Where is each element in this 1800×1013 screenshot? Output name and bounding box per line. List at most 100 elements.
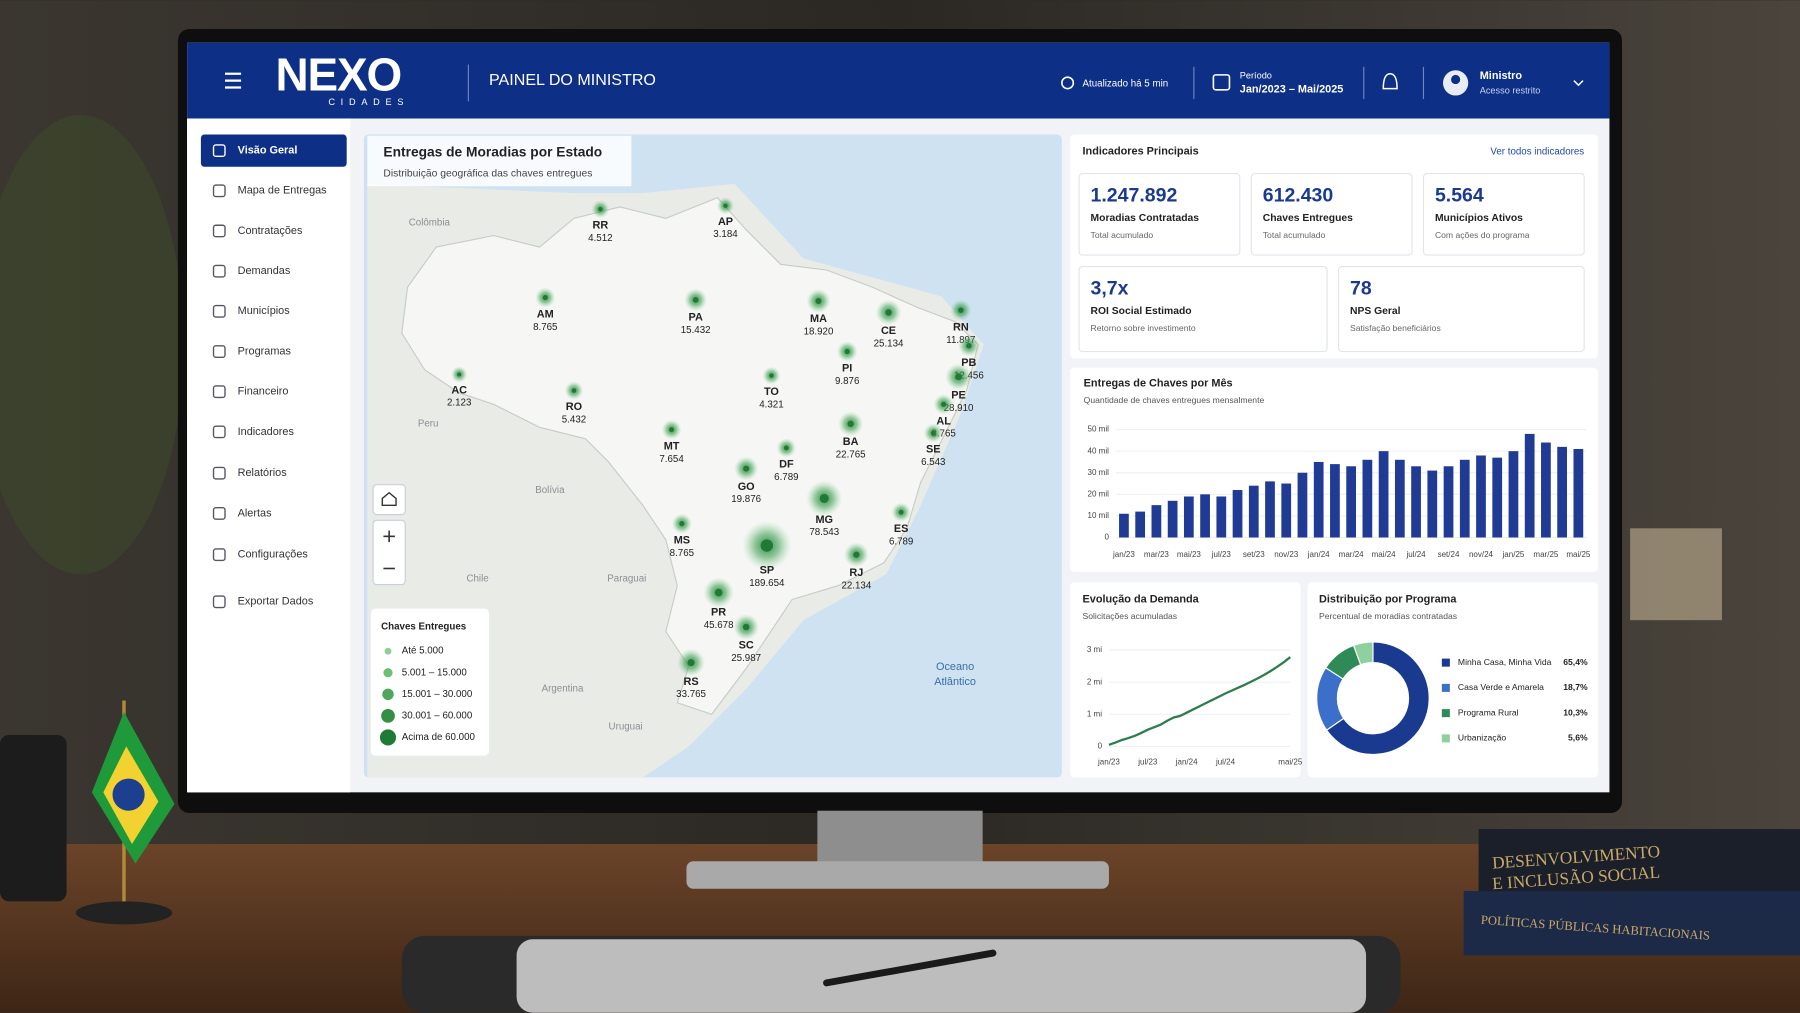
nav-item[interactable]: Demandas — [238, 265, 291, 277]
state-marker[interactable] — [815, 297, 822, 305]
state-marker[interactable] — [769, 373, 774, 378]
state-value: 15.432 — [681, 325, 711, 336]
bar[interactable] — [1200, 494, 1210, 538]
bar[interactable] — [1135, 511, 1146, 538]
bar[interactable] — [1346, 466, 1357, 538]
bar[interactable] — [1378, 451, 1389, 538]
bar[interactable] — [1541, 442, 1551, 538]
state-code: SE — [926, 444, 941, 456]
bar[interactable] — [1151, 505, 1162, 538]
state-marker[interactable] — [598, 206, 603, 212]
state-marker[interactable] — [844, 348, 850, 355]
state-marker[interactable] — [853, 551, 860, 558]
bar[interactable] — [1459, 459, 1470, 538]
state-marker[interactable] — [955, 373, 962, 381]
bar[interactable] — [1330, 464, 1340, 538]
state-marker[interactable] — [687, 659, 695, 667]
nav-item[interactable]: Financeiro — [238, 386, 289, 398]
y-tick-label: 30 mil — [1088, 468, 1110, 477]
bar[interactable] — [1281, 483, 1292, 538]
calendar-icon[interactable] — [1212, 74, 1231, 91]
refresh-icon[interactable] — [1061, 76, 1075, 90]
user-menu-chevron[interactable] — [1573, 80, 1584, 87]
kpi-link[interactable]: Ver todos indicadores — [1490, 146, 1584, 157]
bar[interactable] — [1183, 496, 1194, 538]
country-label: Chile — [466, 573, 488, 584]
nav-item[interactable]: Mapa de Entregas — [238, 185, 328, 197]
bar[interactable] — [1476, 455, 1486, 538]
zoom-in[interactable] — [383, 530, 395, 543]
state-marker[interactable] — [742, 623, 750, 631]
donut-slice[interactable] — [1352, 641, 1374, 666]
bar[interactable] — [1524, 433, 1535, 538]
bar[interactable] — [1411, 466, 1421, 538]
state-marker[interactable] — [669, 427, 675, 433]
state-marker[interactable] — [885, 309, 892, 316]
update-status: Atualizado há 5 min — [1083, 79, 1169, 90]
state-marker[interactable] — [930, 430, 936, 436]
bar[interactable] — [1265, 481, 1275, 538]
state-marker[interactable] — [966, 343, 972, 349]
state-marker[interactable] — [679, 521, 685, 527]
state-value: 6.543 — [921, 457, 945, 468]
nav-icon — [212, 425, 226, 439]
state-marker[interactable] — [760, 539, 774, 552]
period-value[interactable]: Jan/2023 – Mai/2025 — [1240, 84, 1344, 96]
bar[interactable] — [1508, 451, 1519, 538]
state-marker[interactable] — [457, 372, 462, 377]
map-title-card — [367, 135, 632, 187]
bar[interactable] — [1443, 466, 1454, 538]
bar[interactable] — [1362, 459, 1373, 538]
bar[interactable] — [1394, 459, 1405, 538]
bar[interactable] — [1297, 472, 1308, 538]
state-value: 25.987 — [731, 653, 761, 664]
x-tick-label: mai/25 — [1278, 758, 1303, 767]
x-tick-label: jul/23 — [1211, 550, 1232, 559]
state-marker[interactable] — [958, 307, 964, 313]
state-marker[interactable] — [714, 588, 723, 597]
bar[interactable] — [1573, 449, 1584, 538]
state-code: SP — [760, 565, 775, 577]
state-code: RS — [684, 676, 699, 688]
nav-active-bg — [200, 134, 347, 167]
bar[interactable] — [1313, 461, 1324, 538]
period-label: Período — [1240, 70, 1272, 80]
state-marker[interactable] — [571, 388, 577, 393]
nav-item[interactable]: Contratações — [238, 225, 303, 237]
bar[interactable] — [1248, 485, 1259, 538]
bar[interactable] — [1119, 513, 1129, 538]
state-marker[interactable] — [941, 401, 947, 407]
state-marker[interactable] — [743, 465, 750, 472]
nav-icon — [212, 224, 226, 238]
nav-item[interactable]: Indicadores — [238, 426, 295, 438]
bar[interactable] — [1492, 457, 1503, 538]
state-marker[interactable] — [542, 295, 548, 301]
bar[interactable] — [1427, 470, 1438, 538]
state-marker[interactable] — [898, 509, 904, 515]
y-tick-label: 0 — [1104, 533, 1109, 542]
state-marker[interactable] — [819, 493, 829, 504]
nav-item[interactable]: Exportar Dados — [238, 596, 314, 608]
state-marker[interactable] — [847, 420, 854, 428]
state-code: PR — [711, 606, 726, 618]
x-tick-label: jul/24 — [1215, 758, 1236, 767]
donut-slice[interactable] — [1325, 641, 1430, 756]
nav-item[interactable]: Programas — [238, 345, 292, 357]
bar[interactable] — [1167, 500, 1178, 538]
nav-item[interactable]: Alertas — [238, 507, 272, 519]
nav-item[interactable]: Municípios — [238, 305, 291, 317]
bell-icon[interactable] — [1382, 72, 1398, 90]
bar[interactable] — [1216, 496, 1227, 538]
state-marker[interactable] — [692, 296, 699, 303]
nav-item[interactable]: Relatórios — [238, 467, 288, 479]
x-tick-label: nov/23 — [1274, 550, 1299, 559]
state-marker[interactable] — [723, 203, 728, 208]
bar[interactable] — [1557, 446, 1568, 538]
page-title: PAINEL DO MINISTRO — [489, 71, 656, 89]
nav-item[interactable]: Visão Geral — [238, 145, 298, 157]
state-marker[interactable] — [783, 445, 789, 451]
bar[interactable] — [1232, 490, 1243, 538]
nav-item[interactable]: Configurações — [238, 549, 309, 561]
menu-icon[interactable] — [225, 72, 242, 89]
map-home-button[interactable] — [372, 484, 406, 516]
